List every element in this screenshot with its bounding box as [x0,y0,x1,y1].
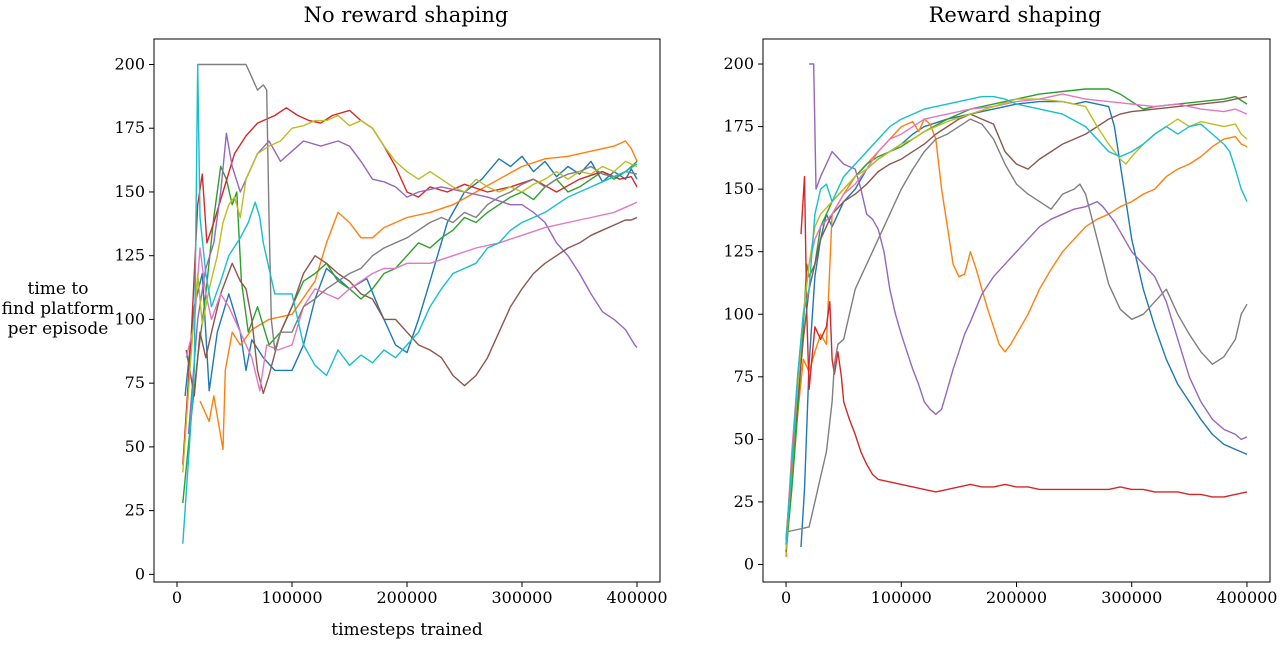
series-line-left-1 [184,155,638,396]
x-ticks-left: 0 100000 200000 300000 400000 [172,582,668,607]
series-line-right-8 [785,118,1248,533]
y-ticks-left: 0 25 50 75 100 125 150 175 200 [114,54,154,583]
y-tick-label: 200 [114,54,145,73]
x-tick-label: 0 [781,588,791,607]
series-line-right-7 [785,93,1248,545]
y-axis-label-line-3: per episode [8,319,109,339]
chart-title-left: No reward shaping [304,3,509,27]
y-tick-label: 0 [135,564,145,583]
series-line-right-4 [800,175,1248,498]
series-line-right-10 [785,95,1248,545]
x-tick-label: 400000 [606,588,667,607]
plot-frame-right [762,38,1271,583]
y-tick-label: 150 [723,179,754,198]
y-tick-label: 175 [114,118,145,137]
series-line-right-9 [785,98,1248,550]
y-tick-label: 25 [734,492,754,511]
series-line-left-10 [182,63,638,544]
series-line-left-7 [185,201,638,392]
series-line-left-2 [199,140,638,451]
y-tick-label: 50 [125,437,145,456]
x-tick-label: 100000 [261,588,322,607]
chart-no-reward-shaping: No reward shaping 0 100000 200000 300000 400… [2,3,668,640]
x-ticks-right: 0 100000 200000 300000 400000 [781,582,1277,607]
x-tick-label: 200000 [376,588,437,607]
series-line-right-5 [809,63,1248,441]
series-line-left-4 [182,107,638,465]
series-line-right-1 [800,100,1248,548]
series-group-left [182,63,638,544]
y-tick-label: 125 [723,242,754,261]
x-tick-label: 300000 [491,588,552,607]
series-line-right-6 [785,95,1248,540]
series-group-right [785,63,1248,558]
y-tick-label: 150 [114,182,145,201]
series-line-right-3 [785,88,1248,553]
chart-reward-shaping: Reward shaping 0 100000 200000 300000 400000… [723,3,1277,607]
y-tick-label: 125 [114,246,145,265]
x-tick-label: 400000 [1216,588,1277,607]
x-tick-label: 100000 [871,588,932,607]
y-tick-label: 0 [744,554,754,573]
y-tick-label: 50 [734,429,754,448]
series-line-left-5 [187,132,638,435]
y-axis-label-line-2: find platform [2,299,115,319]
y-tick-label: 75 [125,373,145,392]
y-axis-label-line-1: time to [28,279,89,299]
chart-title-right: Reward shaping [929,3,1102,27]
y-tick-label: 25 [125,501,145,520]
x-tick-label: 0 [172,588,182,607]
y-tick-label: 175 [723,117,754,136]
y-tick-label: 100 [114,309,145,328]
y-tick-label: 75 [734,367,754,386]
series-line-left-6 [185,216,638,397]
y-ticks-right: 0 25 50 75 100 125 150 175 200 [723,54,763,573]
x-tick-label: 300000 [1101,588,1162,607]
x-tick-label: 200000 [986,588,1047,607]
y-tick-label: 200 [723,54,754,73]
series-line-left-8 [197,63,638,351]
x-axis-label-left: timesteps trained [331,620,483,640]
y-tick-label: 100 [723,304,754,323]
series-line-left-9 [182,114,638,473]
